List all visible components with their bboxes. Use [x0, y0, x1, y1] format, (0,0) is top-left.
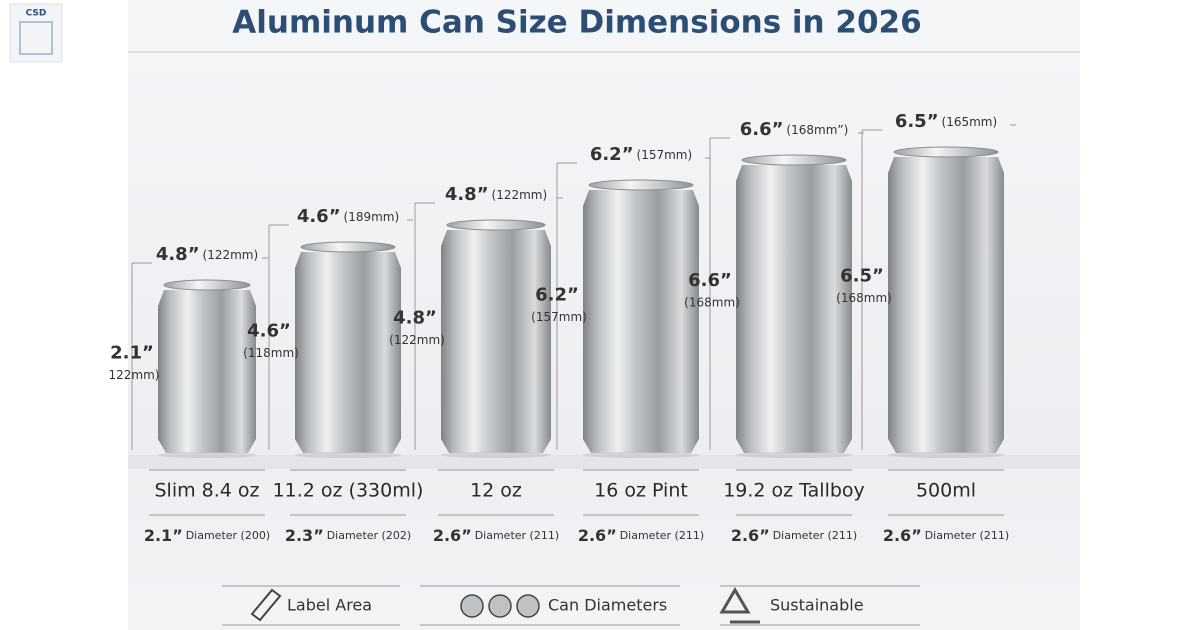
- logo-text: CSD: [26, 9, 47, 19]
- diameter: 2.6” Diameter (211): [433, 526, 559, 545]
- side-value: 2.1”: [110, 343, 154, 364]
- top-dimension: 4.8” (122mm): [156, 244, 258, 265]
- can-rim: [163, 279, 251, 291]
- can-body: [736, 165, 852, 453]
- side-mm: (168mm): [836, 291, 892, 305]
- top-value: 6.6”: [740, 119, 784, 140]
- can-name: Slim 8.4 oz: [154, 480, 259, 502]
- can: 4.6” (189mm)4.6”(118mm)11.2 oz (330ml)2.3…: [243, 206, 423, 545]
- top-dimension: 4.6” (189mm): [297, 206, 399, 227]
- side-value: 6.5”: [840, 265, 884, 286]
- diameter-value: 2.6”: [883, 526, 922, 545]
- legend-label: Sustainable: [770, 596, 864, 615]
- can-name: 11.2 oz (330ml): [273, 480, 424, 502]
- can-rim: [300, 241, 396, 253]
- side-mm: (157mm): [531, 310, 587, 324]
- diameter-text: Diameter (211): [475, 529, 559, 542]
- side-mm: (122mm): [389, 333, 445, 347]
- diameter: 2.1” Diameter (200): [144, 526, 270, 545]
- side-value: 4.6”: [247, 320, 291, 341]
- top-mm: (122mm): [203, 248, 259, 262]
- can-body: [441, 230, 551, 453]
- legend-label: Label Area: [287, 596, 372, 615]
- top-value: 6.5”: [895, 111, 939, 132]
- diameter-icon: [516, 594, 540, 618]
- top-mm: (168mm”): [786, 123, 848, 137]
- can-body: [583, 190, 699, 453]
- top-value: 4.8”: [156, 244, 200, 265]
- diameter-text: Diameter (211): [620, 529, 704, 542]
- can-shadow: [441, 452, 551, 458]
- diameter: 2.3” Diameter (202): [285, 526, 411, 545]
- can-shadow: [295, 452, 401, 458]
- diameter-value: 2.1”: [144, 526, 183, 545]
- top-value: 6.2”: [590, 144, 634, 165]
- recycle-icon: [719, 587, 760, 624]
- side-mm: (118mm): [243, 346, 299, 360]
- can-shadow: [736, 452, 852, 458]
- can-name: 12 oz: [470, 480, 522, 502]
- can-name: 500ml: [916, 480, 976, 502]
- can-name: 16 oz Pint: [594, 480, 688, 502]
- can-rim: [588, 179, 694, 191]
- can: 4.8” (122mm)2.1”122mm)Slim 8.4 oz2.1” Diam…: [109, 244, 271, 545]
- diameter: 2.6” Diameter (211): [731, 526, 857, 545]
- top-mm: (122mm): [492, 188, 548, 202]
- can-body: [888, 157, 1004, 453]
- diameter: 2.6” Diameter (211): [578, 526, 704, 545]
- top-value: 4.8”: [445, 184, 489, 205]
- top-mm: (189mm): [344, 210, 400, 224]
- can-name: 19.2 oz Tallboy: [723, 480, 865, 502]
- diameter-text: Diameter (211): [773, 529, 857, 542]
- logo-icon: [19, 21, 53, 55]
- can-rim: [741, 154, 847, 166]
- diameter-icon: [488, 594, 512, 618]
- top-mm: (165mm): [942, 115, 998, 129]
- cans: 4.8” (122mm)2.1”122mm)Slim 8.4 oz2.1” Diam…: [109, 111, 1016, 545]
- can-shadow: [888, 452, 1004, 458]
- can-body: [158, 290, 256, 453]
- legend-label: Can Diameters: [548, 596, 667, 615]
- can-shadow: [583, 452, 699, 458]
- can: 4.8” (122mm)4.8”(122mm)12 oz2.6” Diameter …: [389, 184, 563, 545]
- top-dimension: 4.8” (122mm): [445, 184, 547, 205]
- can-body: [295, 252, 401, 453]
- diameter-text: Diameter (200): [186, 529, 270, 542]
- can-rim: [446, 219, 546, 231]
- diameter-value: 2.6”: [433, 526, 472, 545]
- side-value: 6.2”: [535, 285, 579, 306]
- diameter-value: 2.3”: [285, 526, 324, 545]
- can: 6.6” (168mm”)6.6”(168mm)19.2 oz Tallboy2.…: [684, 119, 865, 545]
- title: Aluminum Can Size Dimensions in 2026: [232, 5, 921, 41]
- side-mm: (168mm): [684, 296, 740, 310]
- top-value: 4.6”: [297, 206, 341, 227]
- logo-box: [9, 3, 63, 63]
- side-value: 6.6”: [688, 270, 732, 291]
- top-dimension: 6.5” (165mm): [895, 111, 997, 132]
- diameter-icon: [460, 594, 484, 618]
- top-dimension: 6.2” (157mm): [590, 144, 692, 165]
- side-value: 4.8”: [393, 308, 437, 329]
- pencil-icon: [250, 588, 282, 622]
- diameter-text: Diameter (211): [925, 529, 1009, 542]
- side-mm: 122mm): [109, 368, 160, 382]
- top-dimension: 6.6” (168mm”): [740, 119, 849, 140]
- diameter-value: 2.6”: [578, 526, 617, 545]
- diameter-value: 2.6”: [731, 526, 770, 545]
- can-shadow: [158, 452, 256, 458]
- top-mm: (157mm): [637, 148, 693, 162]
- diameter-text: Diameter (202): [327, 529, 411, 542]
- legend: Label Area Can Diameters Sustainable: [222, 585, 920, 626]
- can-rim: [893, 146, 999, 158]
- shelf: [128, 455, 1080, 469]
- diameter: 2.6” Diameter (211): [883, 526, 1009, 545]
